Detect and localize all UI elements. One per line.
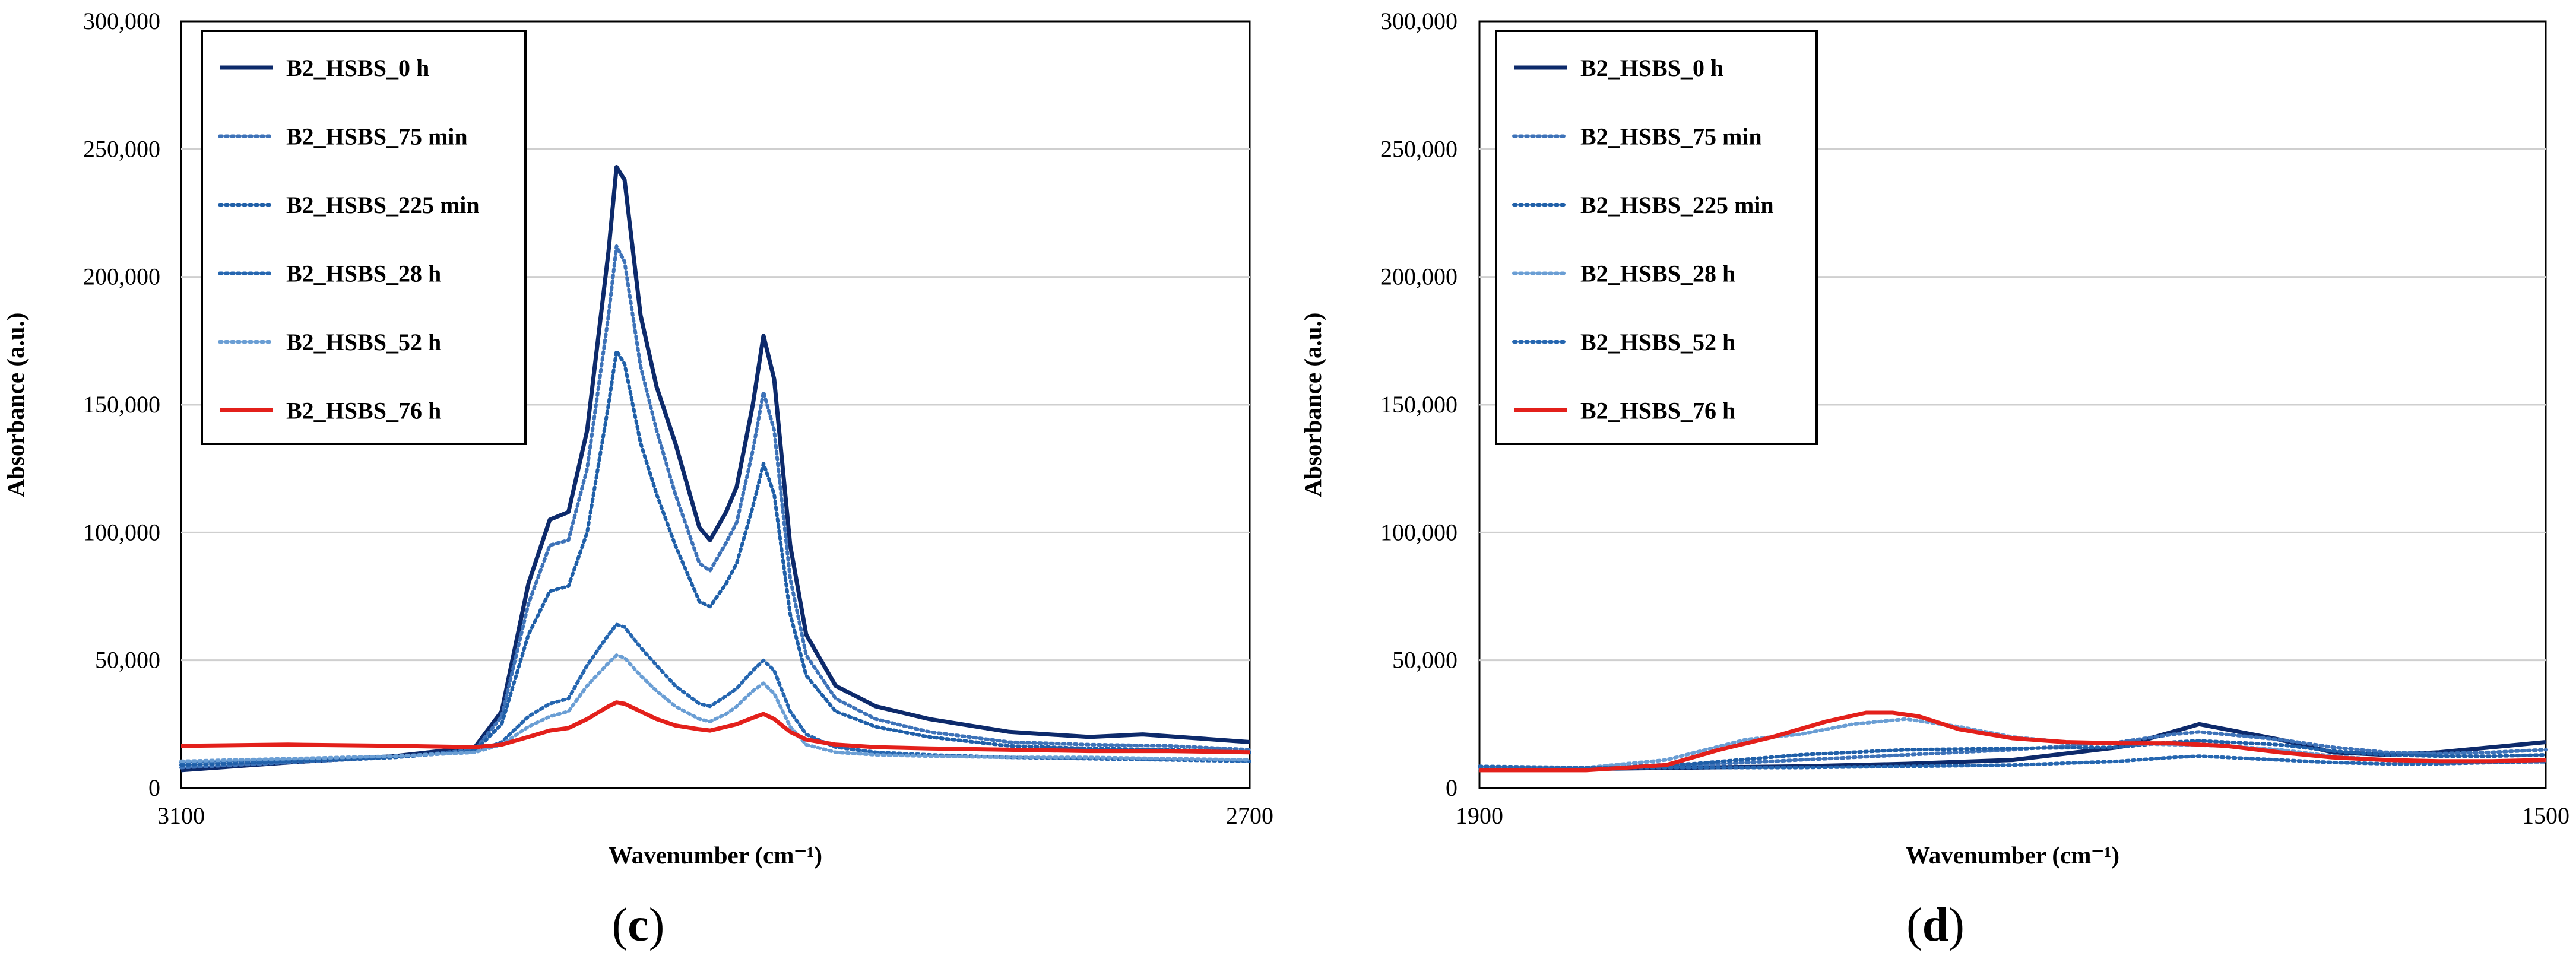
chart-panel-c: 0 50,000 100,000 150,000 200,000 250,000 300,0… — [2, 8, 1273, 951]
y-axis-title: Absorbance (a.u.) — [1299, 313, 1326, 497]
legend: B2_HSBS_0 h B2_HSBS_75 min B2_HSBS_225 min… — [1495, 30, 1818, 445]
x-tick-label: 2700 — [1226, 802, 1273, 829]
x-tick-label: 1500 — [2522, 802, 2569, 829]
series-line — [179, 622, 1251, 764]
y-tick-label: 0 — [148, 774, 160, 801]
y-tick-label: 0 — [1446, 774, 1457, 801]
legend-entry: B2_HSBS_225 min — [286, 192, 480, 218]
panel-label: (c) — [612, 899, 665, 951]
y-tick-label: 300,000 — [1380, 8, 1457, 34]
panel-label: (d) — [1906, 899, 1965, 951]
series-line — [1478, 739, 2548, 770]
legend-entry: B2_HSBS_52 h — [1580, 329, 1735, 355]
legend-entry: B2_HSBS_75 min — [1580, 123, 1762, 150]
y-tick-label: 300,000 — [83, 8, 160, 34]
legend-entry: B2_HSBS_0 h — [286, 55, 429, 81]
y-tick-label: 50,000 — [95, 647, 160, 674]
series-line — [180, 700, 1250, 755]
legend-entry: B2_HSBS_0 h — [1580, 55, 1723, 81]
x-axis-title: Wavenumber (cm⁻¹) — [1906, 841, 2119, 869]
series-line — [1478, 754, 2548, 770]
legend-box — [201, 30, 527, 445]
legend: B2_HSBS_0 h B2_HSBS_75 min B2_HSBS_225 min… — [201, 30, 527, 445]
y-tick-label: 200,000 — [83, 263, 160, 290]
x-axis-title: Wavenumber (cm⁻¹) — [609, 841, 822, 869]
y-tick-label: 100,000 — [1380, 519, 1457, 545]
legend-entry: B2_HSBS_52 h — [286, 329, 441, 355]
y-tick-label: 150,000 — [1380, 391, 1457, 418]
y-axis-title: Absorbance (a.u.) — [2, 313, 29, 497]
legend-box — [1495, 30, 1818, 445]
series-line — [180, 165, 1250, 773]
y-tick-label: 250,000 — [83, 135, 160, 162]
y-tick-label: 100,000 — [83, 519, 160, 545]
legend-entry: B2_HSBS_76 h — [286, 398, 441, 424]
series-line — [1479, 710, 2546, 773]
series-line — [179, 653, 1251, 763]
series-line — [179, 244, 1251, 770]
legend-entry: B2_HSBS_28 h — [286, 261, 441, 287]
series-line — [1478, 730, 2548, 770]
y-tick-label: 250,000 — [1380, 135, 1457, 162]
legend-entry: B2_HSBS_76 h — [1580, 398, 1735, 424]
y-tick-label: 50,000 — [1392, 647, 1457, 674]
y-tick-label: 150,000 — [83, 391, 160, 418]
legend-entry: B2_HSBS_225 min — [1580, 192, 1774, 218]
legend-entry: B2_HSBS_28 h — [1580, 261, 1735, 287]
x-tick-label: 3100 — [157, 802, 205, 829]
x-tick-label: 1900 — [1456, 802, 1503, 829]
y-tick-label: 200,000 — [1380, 263, 1457, 290]
series-line — [179, 349, 1251, 767]
chart-panel-d: 0 50,000 100,000 150,000 200,000 250,000 300,0… — [1299, 8, 2569, 951]
legend-entry: B2_HSBS_75 min — [286, 123, 468, 150]
